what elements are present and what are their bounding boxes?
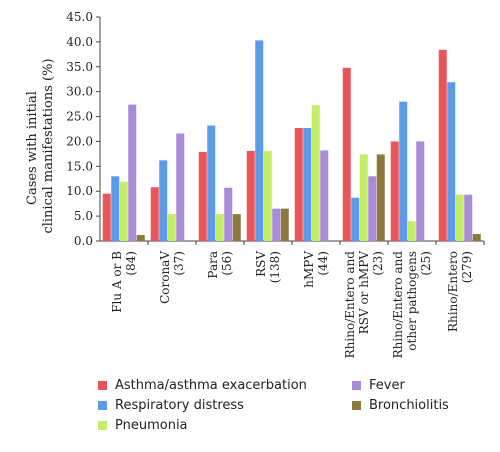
legend-label-bronchiolitis: Bronchiolitis <box>369 398 449 413</box>
y-tick-label: 0.0 <box>74 234 93 248</box>
category-label-2: Para(56) <box>206 251 234 279</box>
y-tick-label: 40.0 <box>66 35 93 49</box>
y-tick-label: 35.0 <box>66 60 93 74</box>
y-tick-label: 10.0 <box>66 184 93 198</box>
category-label-line: (84) <box>124 251 138 276</box>
legend-swatch-bronchiolitis <box>352 401 361 410</box>
legend-item-bronchiolitis: Bronchiolitis <box>352 398 449 413</box>
category-label-6: Rhino/Entero andother pathogens(25) <box>391 251 433 359</box>
category-label-line: Rhino/Entero and <box>391 251 405 359</box>
category-label-line: RSV or hMPV <box>357 251 371 335</box>
y-tick-label: 15.0 <box>66 159 93 173</box>
legend-item-fever: Fever <box>352 378 405 393</box>
bar-asthma-asthma-exacerbation-7 <box>438 49 447 241</box>
y-axis: 0.0 5.0 10.0 15.0 20.0 25.0 30.0 35.0 40.0 45.0 <box>66 10 101 248</box>
category-label-line: CoronaV <box>158 251 172 304</box>
bar-bronchiolitis-5 <box>376 154 385 241</box>
category-label-line: (25) <box>419 251 433 276</box>
bar-fever-1 <box>176 133 185 241</box>
y-tick-label: 45.0 <box>66 10 93 24</box>
legend-swatch-pneumonia <box>98 421 107 430</box>
category-label-5: Rhino/Entero andRSV or hMPV(23) <box>343 251 385 359</box>
legend-label-fever: Fever <box>369 378 405 393</box>
bar-pneumonia-7 <box>455 194 464 241</box>
category-label-line: Flu A or B <box>110 251 124 313</box>
category-label-3: RSV(138) <box>254 251 282 284</box>
category-label-line: (23) <box>371 251 385 276</box>
bar-respiratory-distress-1 <box>159 160 168 241</box>
bar-pneumonia-2 <box>215 214 224 241</box>
bar-asthma-asthma-exacerbation-5 <box>342 67 351 241</box>
bar-respiratory-distress-4 <box>303 128 312 241</box>
y-axis-label-line-2: clinical manifestations (%) <box>41 58 56 233</box>
legend-label-respiratory-distress: Respiratory distress <box>115 398 244 413</box>
bar-pneumonia-6 <box>407 221 416 241</box>
bar-chart: 0.0 5.0 10.0 15.0 20.0 25.0 30.0 35.0 40.0 45.0 F… <box>25 10 485 359</box>
bar-fever-0 <box>128 104 137 241</box>
bar-respiratory-distress-3 <box>255 40 264 242</box>
bar-pneumonia-0 <box>119 181 128 241</box>
bar-respiratory-distress-7 <box>447 82 456 241</box>
category-label-line: RSV <box>254 251 268 277</box>
legend-swatch-fever <box>352 381 361 390</box>
bar-fever-4 <box>320 150 329 241</box>
category-label-7: Rhino/Entero(279) <box>446 251 474 332</box>
category-label-line: (138) <box>268 251 282 283</box>
bar-fever-2 <box>224 187 233 241</box>
bar-bronchiolitis-0 <box>136 235 145 241</box>
bar-asthma-asthma-exacerbation-6 <box>390 141 399 241</box>
category-label-line: other pathogens <box>405 251 419 351</box>
y-tick-label: 25.0 <box>66 110 93 124</box>
bar-asthma-asthma-exacerbation-1 <box>150 187 159 241</box>
bar-fever-3 <box>272 208 281 241</box>
bar-fever-7 <box>464 194 473 241</box>
bar-marks <box>100 40 485 245</box>
legend-label-pneumonia: Pneumonia <box>115 418 188 433</box>
category-label-line: (37) <box>172 251 186 276</box>
bar-asthma-asthma-exacerbation-4 <box>294 128 303 241</box>
legend: Asthma/asthma exacerbation Respiratory d… <box>98 372 498 442</box>
category-label-1: CoronaV(37) <box>158 251 186 304</box>
bar-respiratory-distress-0 <box>111 176 120 241</box>
category-label-line: Rhino/Entero and <box>343 251 357 359</box>
category-label-line: (279) <box>460 251 474 283</box>
category-label-line: Para <box>206 251 220 279</box>
legend-swatch-respiratory-distress <box>98 401 107 410</box>
category-labels: Flu A or B(84) CoronaV(37) Para(56) RSV(138… <box>110 251 474 359</box>
y-tick-label: 5.0 <box>74 209 93 223</box>
category-label-4: hMPV(44) <box>302 251 330 288</box>
bar-asthma-asthma-exacerbation-3 <box>246 150 255 241</box>
category-label-0: Flu A or B(84) <box>110 251 138 313</box>
bar-pneumonia-1 <box>167 214 176 241</box>
legend-item-asthma: Asthma/asthma exacerbation <box>98 378 307 393</box>
legend-item-pneumonia: Pneumonia <box>98 418 188 433</box>
bar-pneumonia-5 <box>359 154 368 241</box>
legend-swatch-asthma <box>98 381 107 390</box>
category-label-line: (56) <box>220 251 234 276</box>
bar-fever-6 <box>416 141 425 241</box>
bar-respiratory-distress-2 <box>207 125 216 241</box>
bar-bronchiolitis-7 <box>472 234 481 241</box>
bar-pneumonia-3 <box>263 150 272 241</box>
bar-bronchiolitis-2 <box>232 214 241 241</box>
legend-item-respiratory-distress: Respiratory distress <box>98 398 244 413</box>
bar-asthma-asthma-exacerbation-0 <box>102 193 111 241</box>
y-tick-label: 30.0 <box>66 85 93 99</box>
bar-respiratory-distress-6 <box>399 101 408 241</box>
bar-bronchiolitis-3 <box>280 208 289 241</box>
y-tick-label: 20.0 <box>66 134 93 148</box>
category-label-line: hMPV <box>302 251 316 288</box>
bar-fever-5 <box>368 176 377 241</box>
category-label-line: (44) <box>316 251 330 276</box>
bar-respiratory-distress-5 <box>351 197 360 241</box>
bar-asthma-asthma-exacerbation-2 <box>198 151 207 241</box>
category-label-line: Rhino/Entero <box>446 251 460 332</box>
bar-pneumonia-4 <box>311 105 320 242</box>
y-axis-label: Cases with initial clinical manifestatio… <box>25 58 56 233</box>
y-axis-label-line-1: Cases with initial <box>25 91 40 205</box>
legend-label-asthma: Asthma/asthma exacerbation <box>115 378 307 393</box>
